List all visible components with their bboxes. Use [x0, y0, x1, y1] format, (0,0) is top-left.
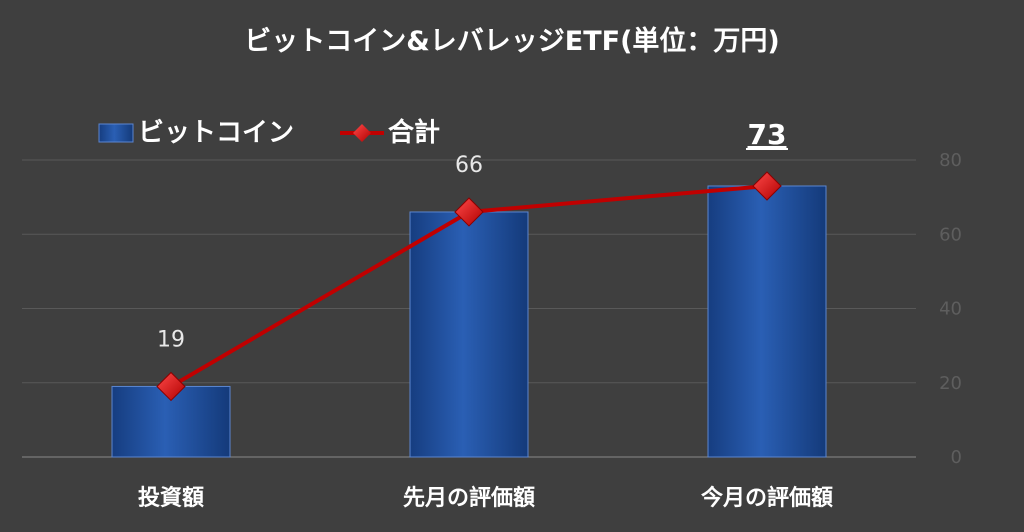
total-marker: [454, 197, 484, 227]
y-tick-label: 80: [939, 150, 962, 171]
total-marker: [752, 171, 782, 201]
category-label: 今月の評価額: [701, 485, 833, 511]
y-tick-label: 20: [939, 373, 962, 394]
data-label: 73: [748, 118, 787, 151]
bar: [707, 185, 827, 458]
x-axis-categories: 投資額 先月の評価額 今月の評価額: [138, 485, 833, 511]
bars: [111, 185, 827, 458]
y-axis-ticks: 0 20 40 60 80: [939, 150, 962, 468]
y-tick-label: 0: [951, 447, 962, 468]
category-label: 投資額: [138, 485, 204, 511]
chart-title: ビットコイン&レバレッジETF(単位：万円): [244, 25, 780, 57]
legend-label-total: 合計: [388, 117, 440, 148]
data-label: 66: [455, 153, 483, 178]
category-label: 先月の評価額: [403, 485, 535, 511]
legend-marker-total: [353, 124, 371, 142]
y-tick-label: 40: [939, 299, 962, 320]
legend: ビットコイン 合計: [98, 117, 440, 148]
data-labels: 19 66 73: [157, 118, 788, 352]
bar: [409, 211, 529, 458]
total-line: [156, 171, 782, 402]
y-tick-label: 60: [939, 224, 962, 245]
data-label: 19: [157, 327, 185, 352]
legend-swatch-bitcoin: [98, 123, 134, 143]
legend-label-bitcoin: ビットコイン: [138, 118, 294, 148]
total-marker: [156, 371, 186, 402]
